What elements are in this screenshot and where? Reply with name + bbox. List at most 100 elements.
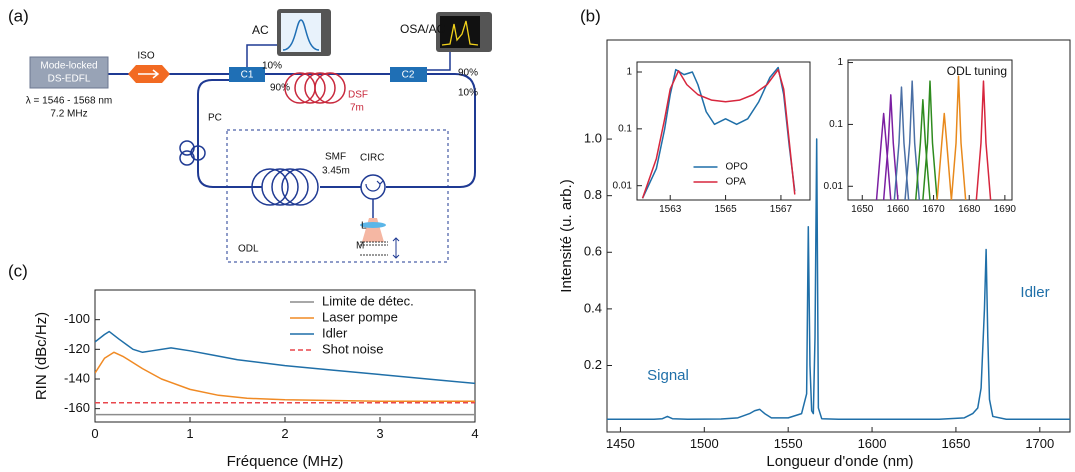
translation-arrow [392,237,400,259]
node-label: C1 [241,70,254,81]
y-tick-label: 0.01 [613,180,633,191]
node-label: SMF [325,152,346,163]
x-tick-label: 1567 [770,204,793,215]
node-label: PC [208,113,222,124]
node-label: 10% [458,88,478,99]
isolator-arrow [138,69,160,79]
node-label: Mode-locked [40,61,97,72]
x-tick-label: 1700 [1025,436,1054,451]
y-tick-label: 0.4 [584,300,602,315]
x-tick-label: 1550 [774,436,803,451]
x-tick-label: 1650 [851,204,874,215]
panel-label: (c) [8,261,28,280]
series-line [641,68,796,199]
series-line [95,330,475,385]
osa-screen [440,16,480,48]
node-label: C2 [402,70,415,81]
ac-trace [282,19,320,51]
y-tick-label: -140 [64,370,90,385]
y-axis-label: Intensité (u. arb.) [558,179,575,292]
y-tick-label: 0.1 [618,123,632,134]
x-tick-label: 1500 [690,436,719,451]
panel-label: (b) [580,6,601,25]
smf-coil [251,168,319,206]
annotation: Idler [1020,284,1049,301]
x-tick-label: 1650 [941,436,970,451]
x-tick-label: 4 [471,426,478,441]
pc [179,140,206,166]
x-tick-label: 1600 [858,436,887,451]
mirror [360,241,388,256]
series-line [975,80,992,200]
series-line [882,94,899,200]
ac-screen [281,13,321,52]
node-label: DS-EDFL [48,74,91,85]
node-label: CIRC [360,153,384,164]
y-tick-label: 0.01 [824,181,844,192]
node-label: 7.2 MHz [50,109,87,120]
inset-title: ODL tuning [947,64,1007,78]
y-tick-label: 0.8 [584,187,602,202]
x-tick-label: 1450 [606,436,635,451]
node-label: 90% [458,68,478,79]
setup-diagram: Mode-locked DS-EDFL λ = 1546 - 1568 nm 7… [26,9,492,263]
node-label: 7m [350,103,364,114]
series-line [904,80,921,200]
node-label: 10% [262,61,282,72]
node-label: OSA/AC [400,22,446,36]
y-tick-label: 0.1 [829,119,843,130]
series-line [893,86,910,200]
legend-label: Limite de détec. [322,293,414,308]
node-label: 3.45m [322,166,350,177]
osa-trace [441,20,479,46]
x-tick-label: 2 [281,426,288,441]
y-tick-label: 0.6 [584,244,602,259]
series-line [922,80,938,200]
series-line [95,351,475,402]
series-line [936,112,953,200]
x-tick-label: 1660 [887,204,910,215]
node-label: AC [252,23,269,37]
legend-label: OPA [726,177,747,188]
y-tick-label: 1 [626,67,632,78]
legend-label: Laser pompe [322,309,398,324]
node-label: ISO [137,51,154,62]
fiber [246,44,451,71]
y-axis-label: RIN (dBc/Hz) [33,312,50,400]
laser-box [29,56,109,89]
node-label: λ = 1546 - 1568 nm [26,96,112,107]
node-label: L [361,221,367,232]
node-label: ODL [238,244,259,255]
y-tick-label: 1 [837,57,843,68]
x-tick-label: 0 [91,426,98,441]
x-axis-label: Longueur d'onde (nm) [766,453,913,470]
node-label: 90% [270,83,290,94]
x-tick-label: 1 [186,426,193,441]
node-label: M [356,241,364,252]
x-tick-label: 1680 [958,204,981,215]
plot-frame [636,61,811,201]
x-tick-label: 1690 [994,204,1017,215]
legend-label: Idler [322,325,348,340]
x-tick-label: 1565 [714,204,737,215]
coupler [229,67,265,82]
series-line [950,75,967,200]
y-tick-label: 1.0 [584,130,602,145]
y-tick-label: -120 [64,341,90,356]
x-tick-label: 3 [376,426,383,441]
y-tick-label: -100 [64,311,90,326]
node-label: DSF [348,90,368,101]
dsf-coil [284,72,346,104]
series-line [914,99,931,200]
x-tick-label: 1670 [922,204,945,215]
annotation: Signal [647,367,689,384]
lens [360,222,386,228]
legend-label: Shot noise [322,341,383,356]
series-line [641,66,796,199]
series-line [875,112,892,200]
x-axis-label: Fréquence (MHz) [227,453,344,470]
coupler [390,67,427,82]
circulator [360,174,386,200]
panel-label: (a) [8,6,29,25]
